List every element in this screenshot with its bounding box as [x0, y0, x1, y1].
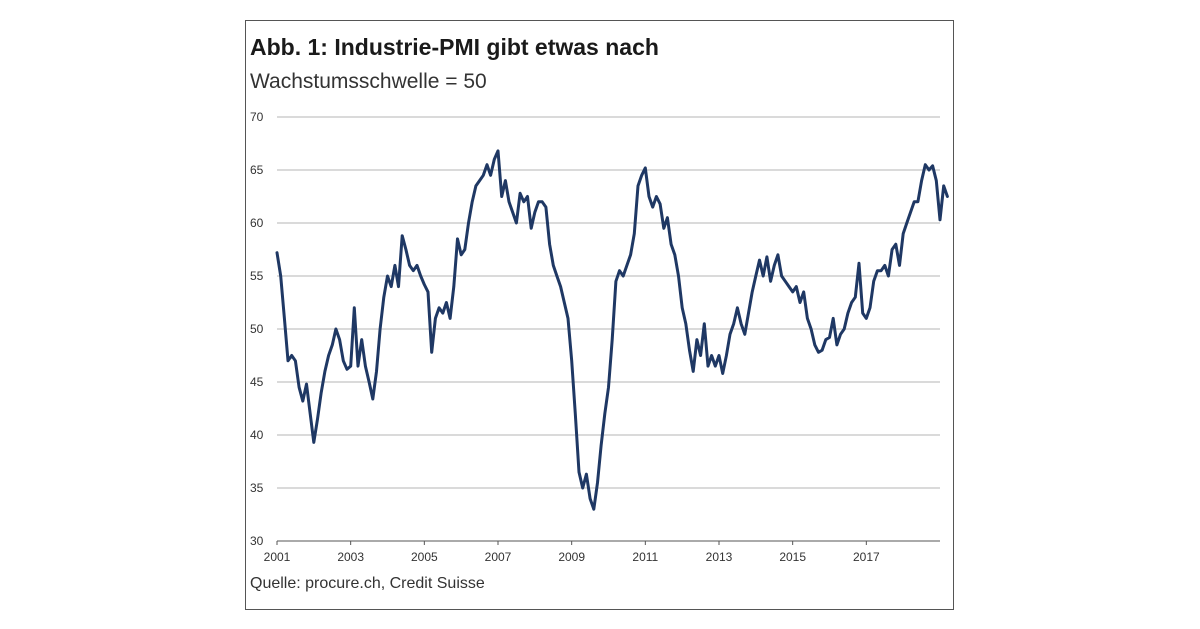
x-tick-label: 2015	[779, 550, 806, 564]
y-tick-label: 40	[250, 428, 264, 442]
x-tick-label: 2009	[558, 550, 585, 564]
gridlines	[277, 116, 940, 542]
y-tick-label: 30	[250, 534, 264, 548]
y-tick-label: 50	[250, 322, 264, 336]
chart-source: Quelle: procure.ch, Credit Suisse	[250, 575, 485, 592]
x-tick-label: 2011	[632, 550, 658, 564]
y-tick-label: 70	[250, 110, 264, 124]
x-tick-label: 2017	[853, 550, 880, 564]
x-axis-ticks: 2001 2003 2005 2007 2009 2011 2013 2015 2017	[264, 541, 880, 564]
chart-frame	[245, 20, 954, 610]
series-line-pmi	[275, 149, 949, 511]
y-tick-label: 65	[250, 163, 264, 177]
y-tick-label: 55	[250, 269, 264, 283]
x-tick-label: 2003	[337, 550, 364, 564]
series-layer	[275, 149, 949, 511]
x-tick-label: 2001	[264, 550, 291, 564]
y-axis-ticks: 30 35 40 45 50 55 60 65 70	[250, 110, 264, 548]
chart-title: Abb. 1: Industrie-PMI gibt etwas nach	[250, 34, 659, 60]
chart-subtitle: Wachstumsschwelle = 50	[250, 70, 487, 93]
x-tick-label: 2013	[706, 550, 733, 564]
y-tick-label: 45	[250, 375, 264, 389]
y-tick-label: 60	[250, 216, 264, 230]
x-tick-label: 2005	[411, 550, 438, 564]
x-tick-label: 2007	[485, 550, 512, 564]
y-tick-label: 35	[250, 481, 264, 495]
